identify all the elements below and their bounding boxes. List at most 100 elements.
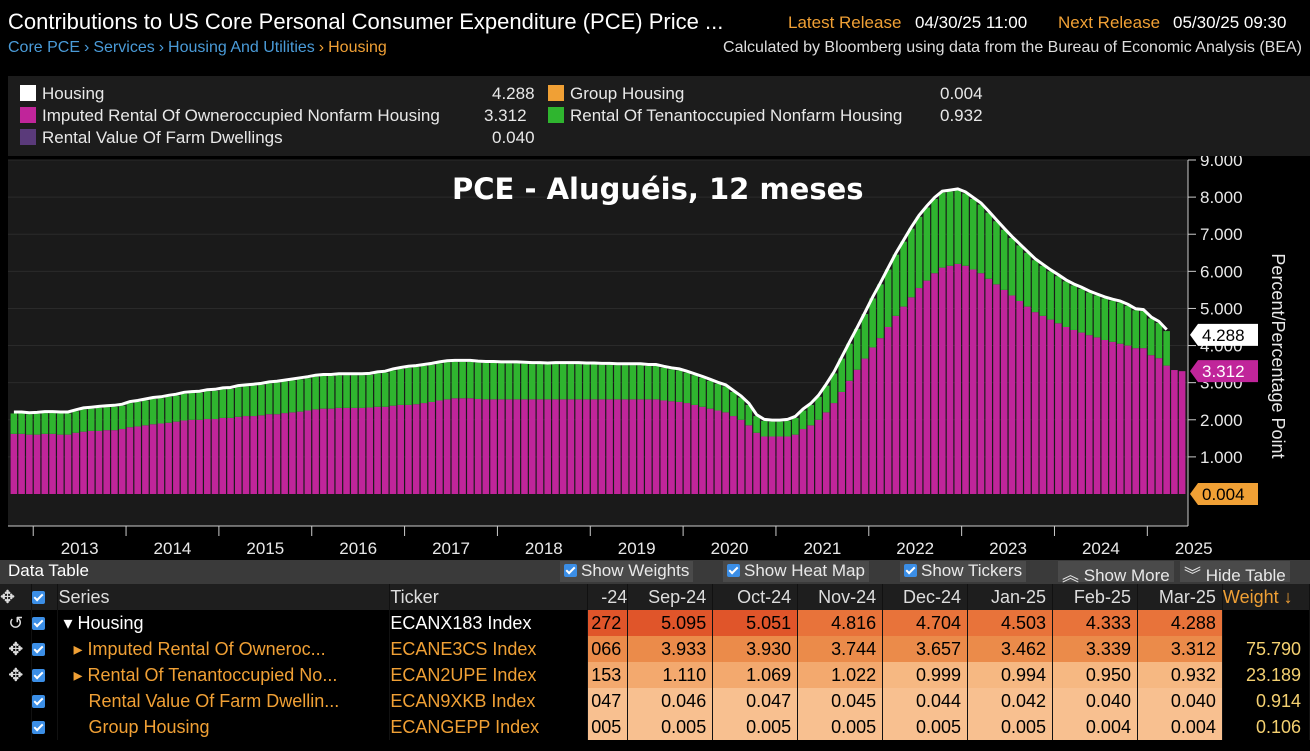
bar-tenant-rental [335,375,343,408]
column-header-period[interactable]: Dec-24 [882,584,969,610]
x-tick-label: 2014 [154,539,192,558]
legend-item-farm-dwellings[interactable]: Rental Value Of Farm Dwellings [20,128,283,148]
column-header-ticker[interactable]: Ticker [389,584,589,610]
row-checkbox[interactable] [31,636,59,662]
bar-tenant-rental [730,391,737,417]
bar-tenant-rental [552,364,559,400]
column-header-period[interactable]: Feb-25 [1052,584,1138,610]
legend-swatch [20,129,36,145]
series-name[interactable]: Rental Value Of Farm Dwellin... [57,688,391,714]
bar-imputed-rental [784,436,791,494]
bar-tenant-rental [64,413,72,435]
bar-imputed-rental [490,399,497,494]
hide-table-button[interactable]: ︾ Hide Table [1180,561,1290,585]
bar-imputed-rental [815,419,822,494]
bar-imputed-rental [1124,345,1132,494]
bar-imputed-rental [900,306,907,494]
series-name[interactable]: Group Housing [57,714,391,740]
row-checkbox[interactable] [31,610,59,636]
bar-imputed-rental [312,409,319,494]
series-name[interactable]: ▸ Imputed Rental Of Owneroc... [57,636,391,662]
table-row[interactable]: ✥ ▸ Rental Of Tenantoccupied No... ECAN2U… [0,662,1310,688]
bar-imputed-rental [761,436,768,494]
bar-tenant-rental [799,410,807,430]
table-cell: 0.950 [1052,662,1138,688]
bar-tenant-rental [993,221,1000,285]
table-cell: 153 [587,662,629,688]
column-header-period[interactable]: Jan-25 [967,584,1054,610]
bar-tenant-rental [451,361,459,399]
column-header-weight[interactable]: Weight ↓ [1222,584,1310,610]
crosshair-icon[interactable]: ✥ [0,636,33,662]
show-tickers-toggle[interactable]: Show Tickers [900,561,1027,582]
table-cell: 3.339 [1052,636,1138,662]
bar-imputed-rental [660,400,668,494]
bar-tenant-rental [428,364,435,402]
legend-swatch [20,85,36,101]
bar-imputed-rental [436,400,443,494]
column-header-period[interactable]: Mar-25 [1137,584,1223,610]
column-header-series[interactable]: Series [57,584,391,610]
ticker: ECAN9XKB Index [389,688,589,714]
legend-item-housing[interactable]: Housing [20,84,104,104]
legend-item-tenant-rental[interactable]: Rental Of Tenantoccupied Nonfarm Housing [548,106,902,126]
select-all-checkbox[interactable] [31,584,59,610]
row-checkbox[interactable] [31,714,59,740]
column-header-period[interactable]: -24 [587,584,629,610]
bar-tenant-rental [884,269,892,327]
row-checkbox[interactable] [31,688,59,714]
bar-tenant-rental [482,362,490,400]
breadcrumb-housing-utilities[interactable]: Housing And Utilities [168,39,315,56]
x-tick-label: 2024 [1082,539,1120,558]
bar-imputed-rental [993,284,1000,494]
column-header-period[interactable]: Nov-24 [797,584,884,610]
bar-tenant-rental [1132,310,1139,349]
table-row[interactable]: Group Housing ECANGEPP Index 005 0.005 0.005… [0,714,1310,740]
reset-icon[interactable]: ↺ [0,610,33,636]
legend-item-imputed-rental[interactable]: Imputed Rental Of Owneroccupied Nonfarm … [20,106,440,126]
bar-imputed-rental [892,315,900,494]
bar-tenant-rental [1116,302,1124,344]
bar-tenant-rental [768,421,776,437]
bar-tenant-rental [598,364,606,400]
bar-tenant-rental [528,364,536,400]
bar-imputed-rental [335,407,343,494]
table-row[interactable]: ↺ ▾ Housing ECANX183 Index 272 5.095 5.051 4.… [0,610,1310,636]
column-header-period[interactable]: Sep-24 [627,584,714,610]
legend-item-group-housing[interactable]: Group Housing [548,84,684,104]
show-weights-toggle[interactable]: Show Weights [560,561,694,582]
checkbox-icon [904,564,917,577]
bar-tenant-rental [668,369,675,402]
bar-imputed-rental [737,419,745,494]
bar-imputed-rental [513,399,521,494]
bar-imputed-rental [1178,371,1186,494]
bar-tenant-rental [304,378,312,411]
bar-imputed-rental [869,347,876,494]
bar-imputed-rental [211,419,219,494]
legend-value: 4.288 [492,84,535,103]
weight-cell: 23.189 [1222,662,1310,688]
legend-value: 0.040 [492,128,535,147]
breadcrumb-core-pce[interactable]: Core PCE [8,39,81,56]
crosshair-icon[interactable] [0,714,33,740]
bar-imputed-rental [234,416,242,494]
table-row[interactable]: Rental Value Of Farm Dwellin... ECAN9XKB … [0,688,1310,714]
row-checkbox[interactable] [31,662,59,688]
bar-imputed-rental [296,411,304,494]
crosshair-icon[interactable]: ✥ [0,662,33,688]
bar-imputed-rental [838,391,845,494]
column-header-period[interactable]: Oct-24 [712,584,799,610]
table-row[interactable]: ✥ ▸ Imputed Rental Of Owneroc... ECANE3CS… [0,636,1310,662]
crosshair-icon[interactable]: ✥ [0,584,33,610]
ticker: ECANE3CS Index [389,636,589,662]
breadcrumb-services[interactable]: Services [93,39,155,56]
crosshair-icon[interactable] [0,688,33,714]
bar-tenant-rental [474,362,482,399]
show-more-button[interactable]: ︽ Show More [1058,561,1174,585]
bar-imputed-rental [498,399,505,494]
series-name[interactable]: ▸ Rental Of Tenantoccupied No... [57,662,391,688]
series-name[interactable]: ▾ Housing [57,610,391,636]
stacked-bar-chart[interactable]: 1.0002.0003.0004.0005.0006.0007.0008.000… [0,156,1310,558]
show-heat-map-toggle[interactable]: Show Heat Map [723,561,869,582]
bar-tenant-rental [296,379,304,412]
